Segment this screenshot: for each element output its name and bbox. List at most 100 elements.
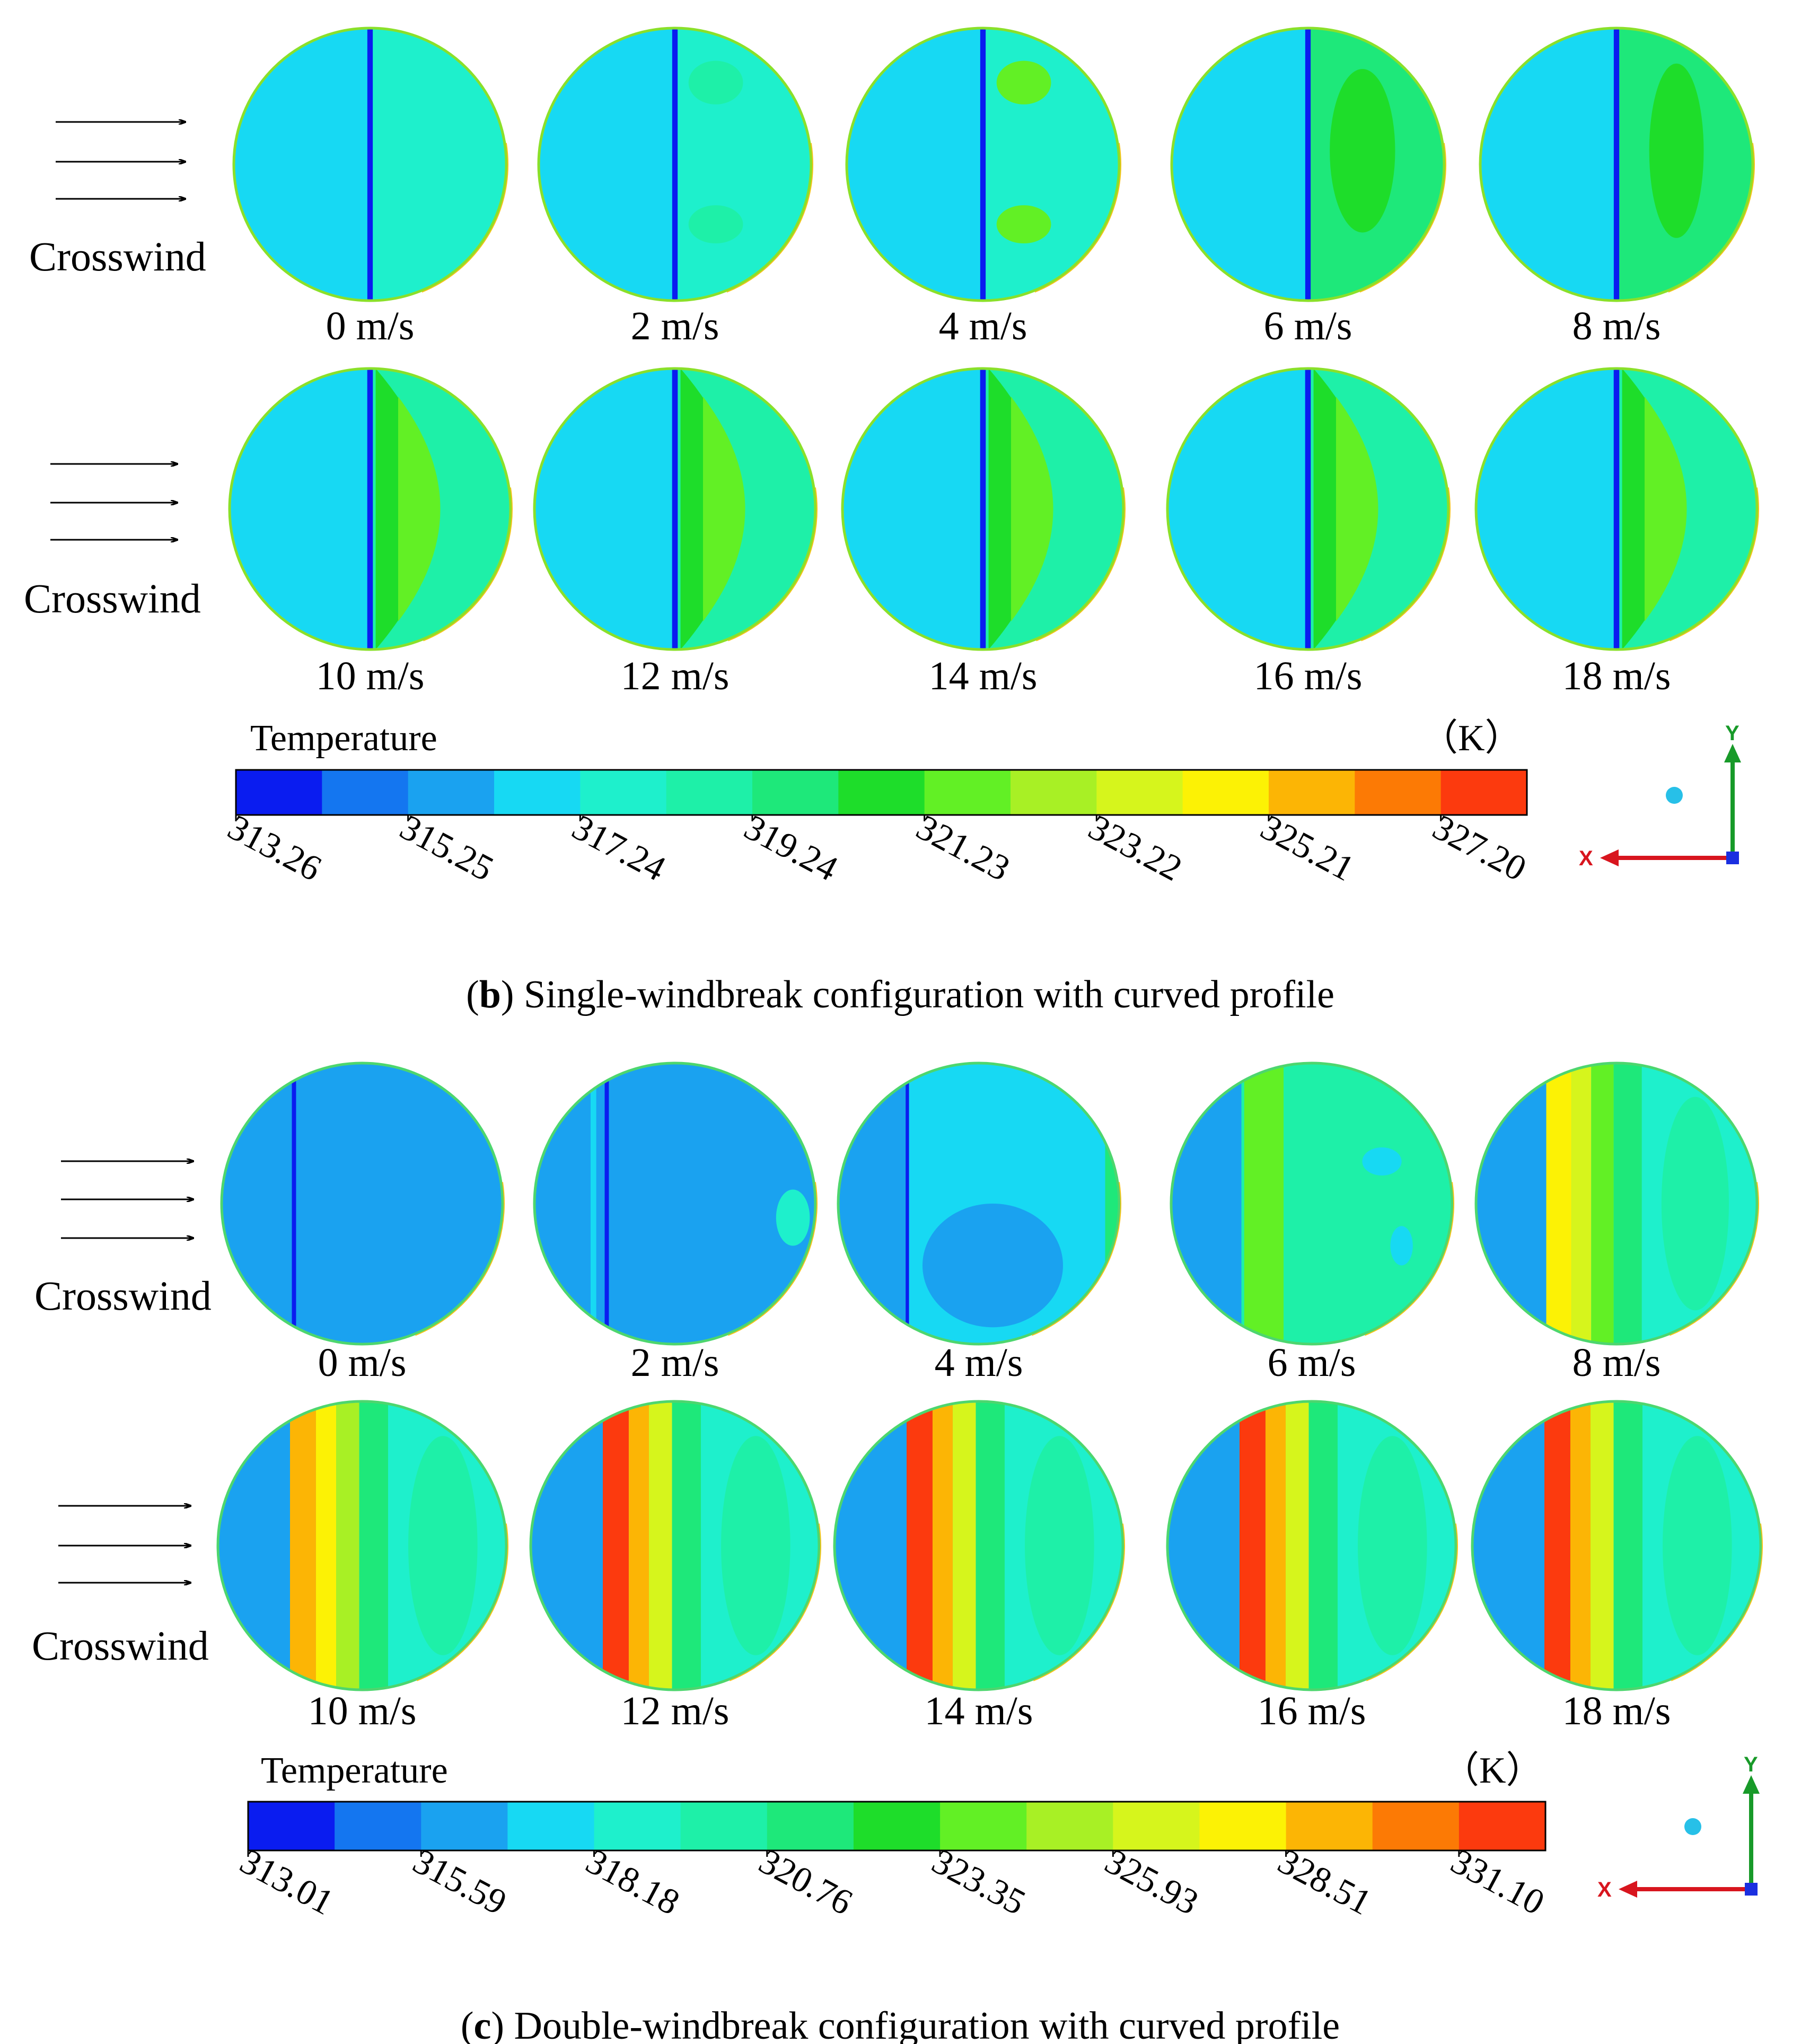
- contour-plot-c-1-3: [1165, 1399, 1458, 1692]
- colorbar-tick-label: 318.18: [579, 1840, 686, 1923]
- colorbar-tick-label: 313.26: [222, 806, 328, 889]
- contour-plot-b-1-1: [532, 366, 818, 652]
- contour-plot-b-1-3: [1165, 366, 1451, 652]
- plot-rim: [529, 1400, 821, 1691]
- plot-rim-accent: [219, 1061, 505, 1346]
- triad-origin: [1745, 1883, 1758, 1896]
- contour-band: [1571, 1063, 1592, 1344]
- cool-zone: [1172, 28, 1308, 301]
- plot-rim: [220, 1062, 504, 1346]
- crosswind-label: Crosswind: [24, 575, 201, 621]
- colorbar-swatch: [1113, 1802, 1200, 1850]
- contour-plot-b-0-0: [232, 26, 508, 303]
- contour-lobe: [1645, 397, 1687, 621]
- contour-blob: [1358, 1436, 1427, 1655]
- speed-label: 0 m/s: [326, 304, 415, 348]
- plot-rim-accent: [1165, 1399, 1458, 1692]
- windbreak-line: [604, 1063, 609, 1344]
- contour-blob: [996, 205, 1051, 244]
- speed-label: 14 m/s: [929, 654, 1038, 698]
- plot-rim: [228, 367, 512, 651]
- contour-blob: [1390, 1226, 1413, 1266]
- colorbar-swatch: [594, 1802, 681, 1850]
- windbreak-line: [980, 28, 986, 301]
- plot-rim-accent: [537, 26, 813, 303]
- colorbar-swatch: [408, 770, 495, 815]
- cool-zone: [230, 369, 370, 650]
- colorbar-tick-label: 315.59: [407, 1840, 513, 1923]
- plot-rim-accent: [1470, 1399, 1763, 1692]
- panel-caption-c: (c) Double-windbreak configuration with …: [461, 2004, 1340, 2044]
- background-field: [534, 1063, 815, 1344]
- contour-plot-b-0-1: [537, 26, 813, 303]
- contour-blob: [1025, 1436, 1094, 1655]
- contour-band: [1613, 1401, 1642, 1690]
- colorbar-swatch: [1372, 1802, 1460, 1850]
- contour-lobe: [1336, 397, 1378, 621]
- axis-triad: YX: [1579, 722, 1741, 870]
- speed-label: 8 m/s: [1572, 304, 1661, 348]
- triad-x-head: [1600, 849, 1619, 866]
- speed-label: 6 m/s: [1268, 1340, 1356, 1385]
- speed-label: 12 m/s: [621, 1689, 730, 1733]
- colorbar-swatch: [838, 770, 925, 815]
- contour-field: [1476, 369, 1757, 650]
- triad-y-label: Y: [1744, 1753, 1758, 1776]
- contour-band: [359, 1401, 388, 1690]
- triad-x-label: X: [1579, 847, 1593, 870]
- colorbar-tick-label: 319.24: [738, 806, 845, 889]
- colorbar-tick-label: 331.10: [1445, 1840, 1551, 1923]
- contour-plot-b-1-4: [1474, 366, 1759, 652]
- speed-label: 4 m/s: [935, 1340, 1023, 1385]
- colorbar-swatch: [580, 770, 667, 815]
- contour-blob: [1330, 69, 1395, 233]
- contour-band: [1105, 1063, 1119, 1344]
- colorbar-tick-label: 328.51: [1272, 1840, 1378, 1923]
- contour-band: [932, 1401, 953, 1690]
- contour-band: [1591, 1063, 1614, 1344]
- contour-band: [1265, 1401, 1286, 1690]
- colorbar-tick-label: 320.76: [753, 1840, 859, 1923]
- plot-rim-accent: [1170, 26, 1446, 303]
- colorbar-tick-label: 323.35: [926, 1840, 1032, 1923]
- cool-zone: [534, 369, 675, 650]
- colorbar-swatch: [335, 1802, 421, 1850]
- plot-rim-accent: [845, 26, 1121, 303]
- colorbar-swatch: [236, 770, 322, 815]
- contour-lobe: [1011, 397, 1053, 621]
- contour-band: [603, 1401, 629, 1690]
- plot-rim: [1474, 1062, 1759, 1346]
- plot-rim-accent: [232, 26, 508, 303]
- windbreak-line: [1613, 369, 1620, 650]
- contour-band: [1240, 1401, 1266, 1690]
- cool-zone: [1480, 28, 1616, 301]
- contour-band: [1476, 1063, 1547, 1344]
- contour-blob: [776, 1189, 810, 1246]
- plot-rim: [216, 1400, 508, 1691]
- caption-text: ) Single-windbreak configuration with cu…: [501, 973, 1334, 1016]
- contour-field: [834, 1401, 1123, 1690]
- contour-band: [1244, 1063, 1284, 1344]
- caption-letter: c: [474, 2004, 491, 2044]
- cool-zone: [842, 369, 983, 650]
- speed-label: 16 m/s: [1254, 654, 1363, 698]
- speed-label: 2 m/s: [631, 1340, 719, 1385]
- speed-label: 10 m/s: [308, 1689, 417, 1733]
- axis-triad: YX: [1597, 1753, 1760, 1901]
- colorbar-title: Temperature: [250, 718, 437, 759]
- caption-letter: b: [479, 973, 501, 1016]
- colorbar-swatch: [1459, 1802, 1546, 1850]
- contour-band: [1286, 1401, 1309, 1690]
- contour-field: [531, 1401, 819, 1690]
- contour-plot-c-1-2: [832, 1399, 1125, 1692]
- colorbar-swatch: [680, 1802, 768, 1850]
- contour-band: [531, 1401, 603, 1690]
- triad-ball: [1684, 1818, 1701, 1835]
- windbreak-line: [906, 1063, 909, 1344]
- contour-lobe: [703, 397, 745, 621]
- colorbar-b: Temperature （K） 313.26 315.25 317.24 319.24 32…: [222, 718, 1533, 889]
- plot-rim: [841, 367, 1125, 651]
- plot-rim: [1170, 27, 1446, 302]
- contour-blob: [996, 60, 1051, 104]
